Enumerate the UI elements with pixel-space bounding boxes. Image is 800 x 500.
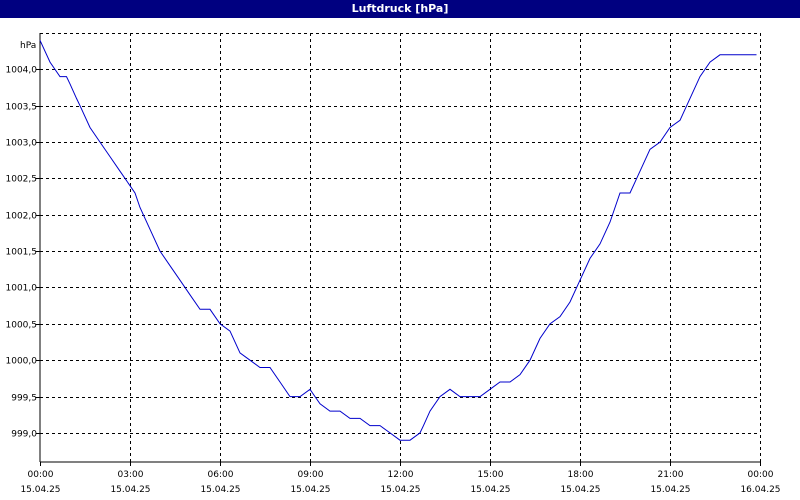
x-tick-date-label: 15.04.25 xyxy=(290,485,330,495)
x-tick-time-label: 09:00 xyxy=(298,470,324,480)
y-tick-label: 1000,5 xyxy=(6,321,38,331)
x-tick-date-label: 15.04.25 xyxy=(380,485,420,495)
x-tick-time-label: 00:00 xyxy=(28,470,54,480)
y-axis-label: hPa xyxy=(20,41,36,51)
series-line xyxy=(39,40,757,441)
x-ticks: 00:00 15.04.25 03:00 15.04.25 06:00 15.04.25 0… xyxy=(20,462,781,495)
y-tick-label: 1003,5 xyxy=(6,103,38,113)
y-ticks: 999,0 999,5 1000,0 1000,5 1001,0 1001,5 1002,0… xyxy=(6,66,40,440)
y-tick-label: 999,0 xyxy=(11,430,37,440)
grid-lines xyxy=(40,33,761,462)
x-tick-date-label: 15.04.25 xyxy=(200,485,240,495)
y-tick-label: 1001,0 xyxy=(6,284,38,294)
x-tick-time-label: 18:00 xyxy=(568,470,594,480)
x-tick-date-label: 15.04.25 xyxy=(470,485,510,495)
x-tick-time-label: 00:00 xyxy=(748,470,774,480)
series-group xyxy=(39,40,757,441)
y-tick-label: 1001,5 xyxy=(6,248,38,258)
x-tick-date-label: 15.04.25 xyxy=(110,485,150,495)
x-tick-date-label: 16.04.25 xyxy=(740,485,780,495)
chart-title: Luftdruck [hPa] xyxy=(0,0,800,18)
x-tick-time-label: 21:00 xyxy=(658,470,684,480)
x-tick-time-label: 03:00 xyxy=(118,470,144,480)
x-tick-date-label: 15.04.25 xyxy=(20,485,60,495)
x-tick-date-label: 15.04.25 xyxy=(560,485,600,495)
x-tick-time-label: 12:00 xyxy=(388,470,414,480)
x-tick-time-label: 06:00 xyxy=(208,470,234,480)
y-tick-label: 1003,0 xyxy=(6,139,38,149)
y-tick-label: 999,5 xyxy=(11,394,37,404)
y-tick-label: 1000,0 xyxy=(6,357,38,367)
y-tick-label: 1002,5 xyxy=(6,175,38,185)
y-tick-label: 1004,0 xyxy=(6,66,38,76)
x-tick-time-label: 15:00 xyxy=(478,470,504,480)
y-tick-label: 1002,0 xyxy=(6,212,38,222)
x-tick-date-label: 15.04.25 xyxy=(650,485,690,495)
